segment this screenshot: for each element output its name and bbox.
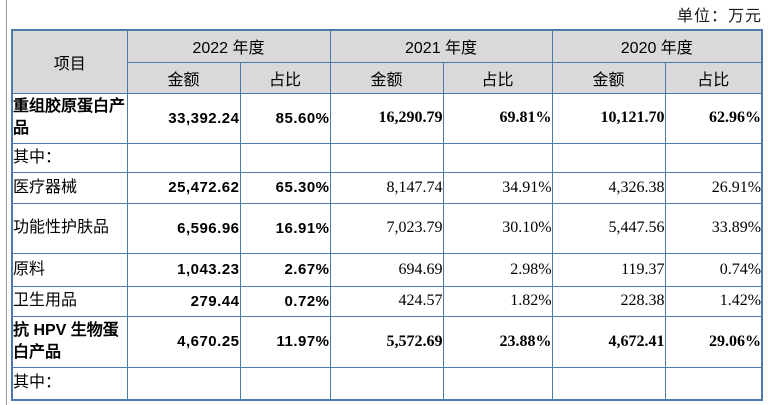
ratio-2022-cell: 85.60% <box>239 92 331 144</box>
ratio-2020-cell <box>664 366 763 401</box>
amount-2021-cell <box>329 366 444 401</box>
item-cell: 其中： <box>11 142 128 173</box>
table-row-sanitary-products: 卫生用品 279.44 0.72% 424.57 1.82% 228.38 1.… <box>11 285 763 317</box>
amount-2022-cell: 4,670.25 <box>126 315 241 368</box>
ratio-2021-cell: 2.98% <box>442 252 553 287</box>
header-row-subcolumns: 金额 占比 金额 占比 金额 占比 <box>12 61 763 94</box>
amount-2022-cell: 33,392.24 <box>126 92 241 144</box>
ratio-2020-cell: 1.42% <box>664 285 763 317</box>
unit-label: 单位：万元 <box>676 8 762 25</box>
ratio-2020-cell: 29.06% <box>664 315 763 368</box>
amount-2021-cell: 7,023.79 <box>329 202 444 254</box>
ratio-2022-cell <box>239 366 331 401</box>
amount-2022-cell: 279.44 <box>126 285 241 317</box>
amount-2021-cell: 8,147.74 <box>329 171 444 204</box>
header-ratio-2020: 占比 <box>664 61 763 94</box>
amount-2021-cell: 16,290.79 <box>329 92 444 144</box>
amount-2020-cell: 5,447.56 <box>551 202 666 254</box>
table-row-functional-skincare: 功能性护肤品 6,596.96 16.91% 7,023.79 30.10% 5… <box>11 202 763 254</box>
amount-2020-cell: 4,672.41 <box>551 315 666 368</box>
item-cell: 其中： <box>11 366 128 401</box>
amount-2020-cell: 4,326.38 <box>551 171 666 204</box>
ratio-2021-cell <box>442 142 553 173</box>
ratio-2022-cell: 11.97% <box>239 315 331 368</box>
ratio-2022-cell: 0.72% <box>239 285 331 317</box>
revenue-breakdown-table: 项目 2022 年度 2021 年度 2020 年度 金额 占比 金额 占比 金… <box>11 29 764 401</box>
table-row-including-1: 其中： <box>11 142 763 173</box>
amount-2022-cell: 6,596.96 <box>126 202 241 254</box>
amount-2022-cell <box>126 142 241 173</box>
amount-2020-cell <box>551 366 666 401</box>
ratio-2021-cell: 69.81% <box>442 92 553 144</box>
ratio-2022-cell: 16.91% <box>239 202 331 254</box>
amount-2021-cell: 424.57 <box>329 285 444 317</box>
header-year-2020: 2020 年度 <box>551 29 763 63</box>
ratio-2020-cell <box>664 142 763 173</box>
header-year-2021: 2021 年度 <box>329 29 553 63</box>
header-ratio-2022: 占比 <box>239 61 331 94</box>
item-cell: 功能性护肤品 <box>11 202 128 254</box>
item-cell: 卫生用品 <box>11 285 128 317</box>
header-amount-2020: 金额 <box>551 61 666 94</box>
header-year-2022: 2022 年度 <box>126 29 331 63</box>
amount-2022-cell: 25,472.62 <box>126 171 241 204</box>
item-cell: 重组胶原蛋白产品 <box>11 92 128 144</box>
table-row-raw-materials: 原料 1,043.23 2.67% 694.69 2.98% 119.37 0.… <box>11 252 763 287</box>
ratio-2021-cell: 23.88% <box>442 315 553 368</box>
amount-2020-cell: 119.37 <box>551 252 666 287</box>
ratio-2020-cell: 62.96% <box>664 92 763 144</box>
header-row-years: 项目 2022 年度 2021 年度 2020 年度 <box>11 29 763 94</box>
ratio-2020-cell: 33.89% <box>664 202 763 254</box>
amount-2020-cell: 10,121.70 <box>551 92 666 144</box>
amount-2020-cell <box>551 142 666 173</box>
item-cell: 医疗器械 <box>11 171 128 204</box>
header-item: 项目 <box>11 29 128 94</box>
amount-2021-cell: 694.69 <box>329 252 444 287</box>
ratio-2021-cell <box>442 366 553 401</box>
header-amount-2022: 金额 <box>126 61 241 94</box>
table-row-anti-hpv-protein: 抗 HPV 生物蛋白产品 4,670.25 11.97% 5,572.69 23… <box>11 315 763 368</box>
ratio-2020-cell: 26.91% <box>664 171 763 204</box>
ratio-2022-cell: 65.30% <box>239 171 331 204</box>
item-cell: 抗 HPV 生物蛋白产品 <box>11 315 128 368</box>
amount-2021-cell <box>329 142 444 173</box>
ratio-2022-cell: 2.67% <box>239 252 331 287</box>
amount-2022-cell <box>126 366 241 401</box>
table-row-medical-devices: 医疗器械 25,472.62 65.30% 8,147.74 34.91% 4,… <box>11 171 763 204</box>
header-amount-2021: 金额 <box>329 61 444 94</box>
ratio-2020-cell: 0.74% <box>664 252 763 287</box>
table-row-including-2: 其中： <box>11 366 763 401</box>
amount-2020-cell: 228.38 <box>551 285 666 317</box>
ratio-2022-cell <box>239 142 331 173</box>
ratio-2021-cell: 30.10% <box>442 202 553 254</box>
amount-2022-cell: 1,043.23 <box>126 252 241 287</box>
item-cell: 原料 <box>11 252 128 287</box>
ratio-2021-cell: 1.82% <box>442 285 553 317</box>
header-ratio-2021: 占比 <box>442 61 553 94</box>
ratio-2021-cell: 34.91% <box>442 171 553 204</box>
amount-2021-cell: 5,572.69 <box>329 315 444 368</box>
table-row-recombinant-collagen: 重组胶原蛋白产品 33,392.24 85.60% 16,290.79 69.8… <box>11 92 763 144</box>
page-edge-line <box>6 0 7 405</box>
